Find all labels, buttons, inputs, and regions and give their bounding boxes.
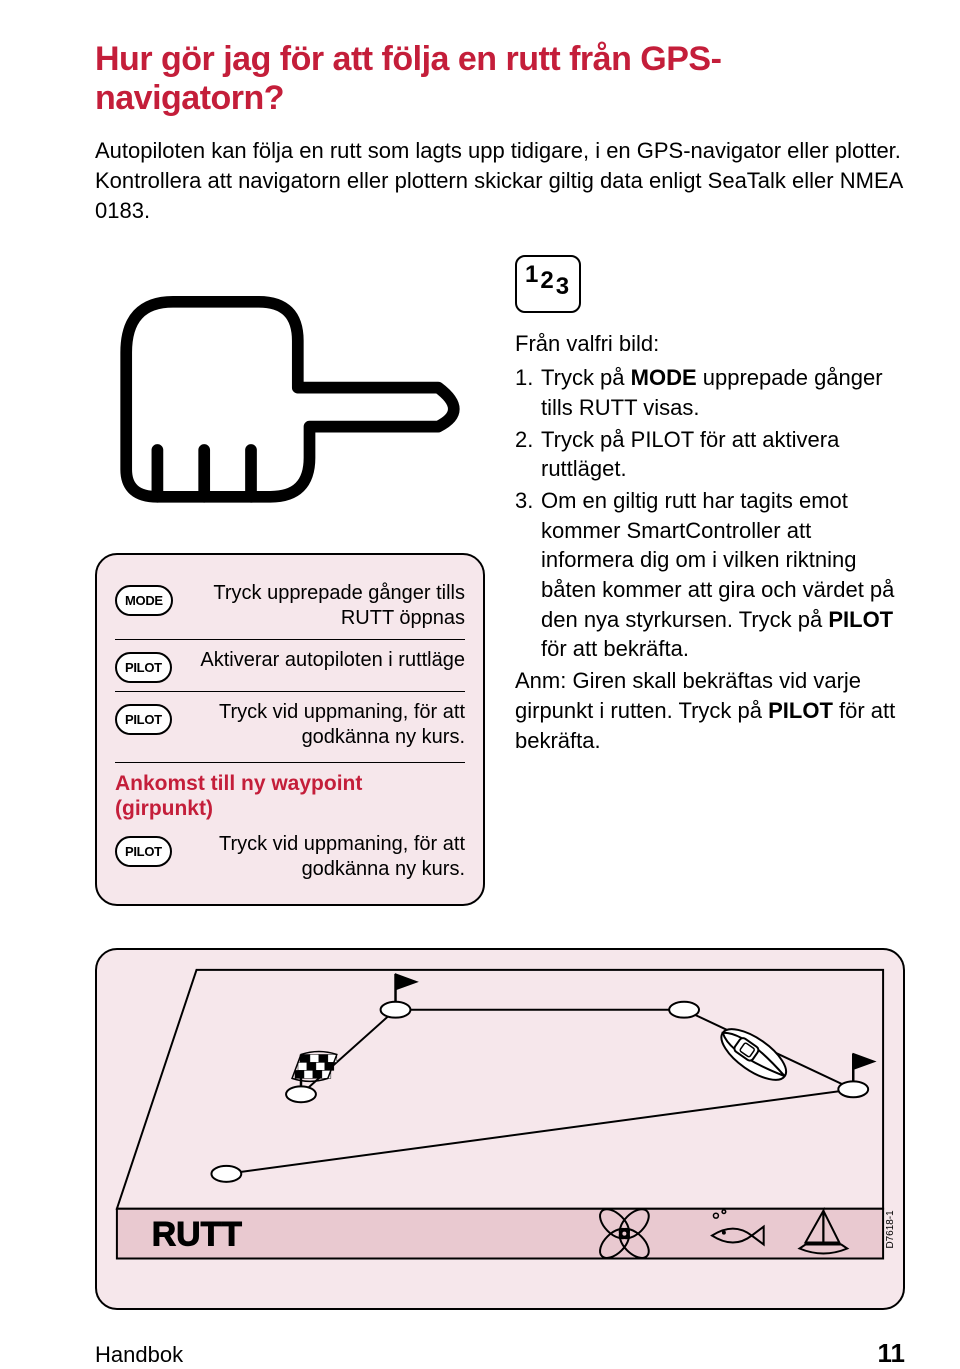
list-item: 1. Tryck på MODE upprepade gånger tills … [515,363,905,422]
svg-text:RUTT: RUTT [152,1215,243,1253]
panel-subtitle: Ankomst till ny waypoint (girpunkt) [115,762,465,823]
note-text: Anm: Giren skall bekräftas vid varje gir… [515,666,905,755]
step-text: Aktiverar autopiloten i ruttläge [184,648,465,673]
step-row: PILOT Tryck vid uppmaning, för att godkä… [115,691,465,758]
step-text: Tryck vid uppmaning, för att godkänna ny… [184,700,465,750]
mode-button[interactable]: MODE [115,585,173,616]
pilot-button[interactable]: PILOT [115,704,172,735]
svg-text:D7618-1: D7618-1 [885,1210,896,1249]
step-row: PILOT Aktiverar autopiloten i ruttläge [115,639,465,691]
pilot-button[interactable]: PILOT [115,652,172,683]
route-diagram: RUTT D7618-1 [95,948,905,1310]
step-row: MODE Tryck upprepade gånger tills RUTT ö… [115,573,465,639]
instruction-panel: MODE Tryck upprepade gånger tills RUTT ö… [95,553,485,905]
hand-pointing-icon [95,255,485,533]
pilot-button[interactable]: PILOT [115,836,172,867]
page-title: Hur gör jag för att följa en rutt från G… [95,40,905,118]
intro-text: Autopiloten kan följa en rutt som lagts … [95,136,905,225]
step-row: PILOT Tryck vid uppmaning, för att godkä… [115,824,465,890]
page-number: 11 [878,1338,906,1369]
footer-label: Handbok [95,1342,183,1368]
list-item: 3. Om en giltig rutt har tagits emot kom… [515,486,905,664]
steps-123-icon: 123 [515,255,581,313]
instruction-list: 1. Tryck på MODE upprepade gånger tills … [515,363,905,664]
step-text: Tryck upprepade gånger tills RUTT öppnas [185,581,465,631]
right-heading: Från valfri bild: [515,331,905,357]
step-text: Tryck vid uppmaning, för att godkänna ny… [184,832,465,882]
list-item: 2. Tryck på PILOT för att aktivera ruttl… [515,425,905,484]
